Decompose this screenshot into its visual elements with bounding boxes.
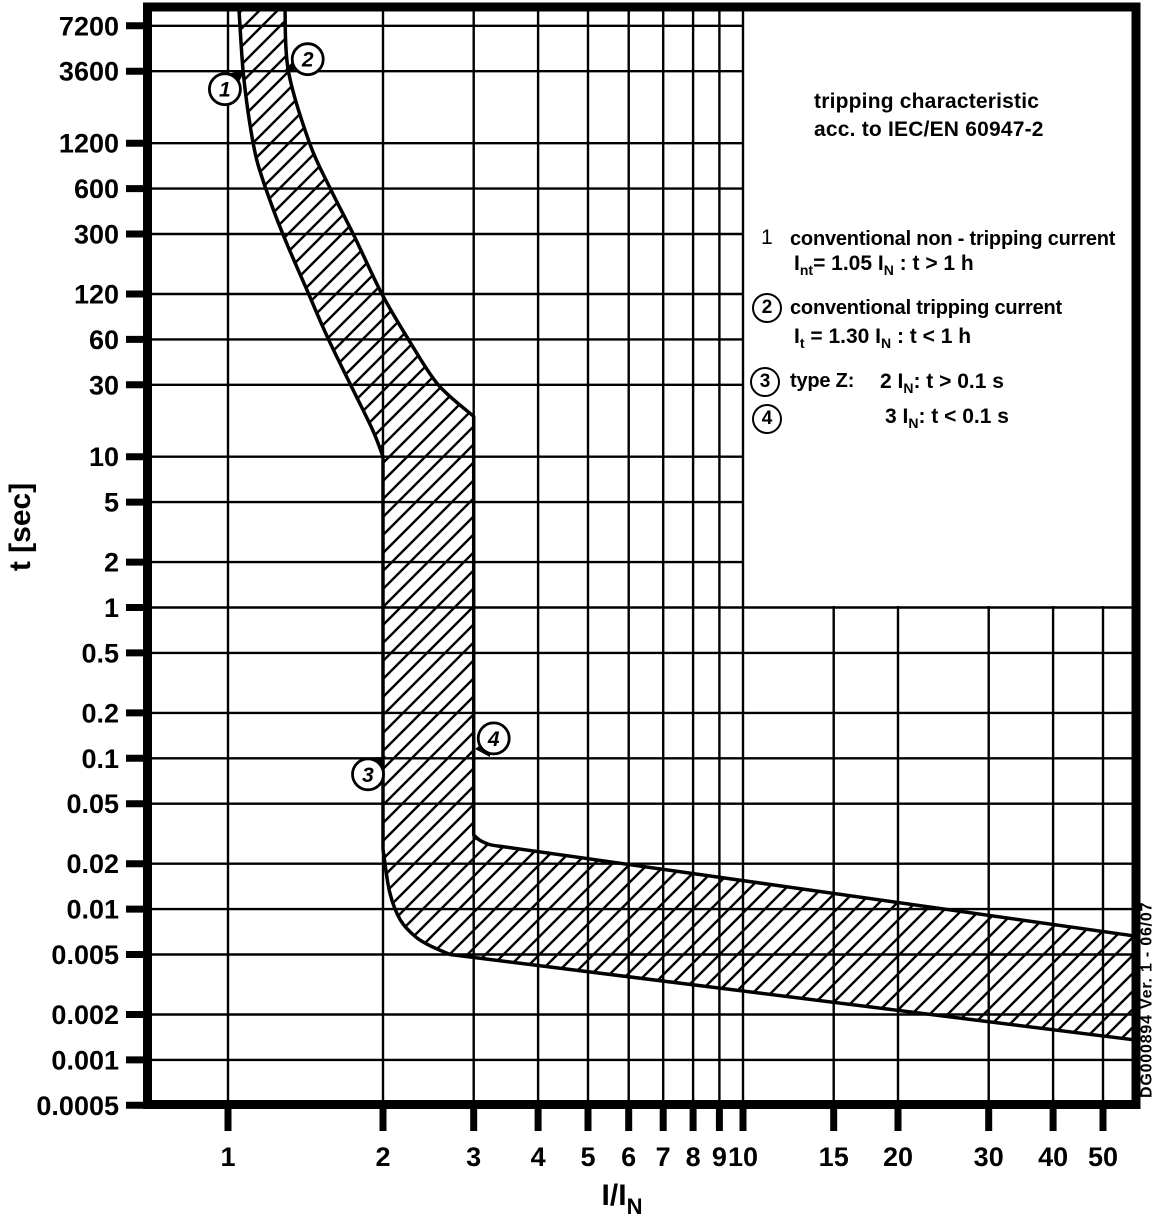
- axes: 7200360012006003001206030105210.50.20.10…: [36, 11, 1118, 1172]
- plot-frame: [143, 2, 1141, 1109]
- y-tick-label-0.2: 0.2: [81, 698, 119, 728]
- x-tick-label-2: 2: [375, 1142, 390, 1172]
- marker-2-circle: [290, 42, 325, 77]
- y-tick-label-5: 5: [104, 488, 119, 518]
- y-tick-label-0.01: 0.01: [66, 895, 119, 925]
- note-line-1: tripping characteristic: [814, 90, 1040, 113]
- x-tick-label-50: 50: [1088, 1142, 1118, 1172]
- y-tick-label-10: 10: [89, 442, 119, 472]
- formula-part: : t < 0.1 s: [918, 405, 1009, 428]
- marker-4-circle: [476, 721, 511, 756]
- y-tick-label-1200: 1200: [59, 129, 119, 159]
- marker-2-number: 2: [301, 49, 314, 72]
- y-tick-label-0.1: 0.1: [81, 744, 119, 774]
- legend-item-3-label: type Z:: [790, 370, 855, 392]
- formula-part: I: [794, 252, 800, 275]
- formula-subscript: N: [881, 335, 892, 352]
- x-tick-label-3: 3: [466, 1142, 481, 1172]
- y-tick-label-120: 120: [74, 280, 119, 310]
- legend-box: tripping characteristic acc. to IEC/EN 6…: [744, 8, 1134, 607]
- y-tick-label-0.002: 0.002: [51, 1000, 119, 1030]
- y-tick-label-0.5: 0.5: [81, 638, 119, 668]
- formula-part: : t < 1 h: [891, 325, 972, 348]
- formula-part: : t > 0.1 s: [913, 370, 1004, 393]
- formula-part: = 1.30 I: [804, 325, 881, 348]
- legend-marker-1: 1: [761, 226, 773, 249]
- marker-1-number: 1: [219, 79, 231, 102]
- y-tick-label-0.05: 0.05: [66, 789, 119, 819]
- legend-item-1-formula: Int= 1.05 IN : t > 1 h: [794, 252, 974, 278]
- formula-subscript: t: [799, 335, 805, 352]
- y-tick-label-30: 30: [89, 370, 119, 400]
- formula-part: = 1.05 I: [813, 252, 884, 275]
- x-tick-label-7: 7: [656, 1142, 671, 1172]
- tripping-band: [237, 6, 1139, 1042]
- formula-subscript: N: [903, 380, 914, 397]
- y-axis-title: t [sec]: [4, 483, 37, 571]
- y-tick-label-300: 300: [74, 220, 119, 250]
- formula-part: I: [794, 325, 800, 348]
- marker-1-circle: [207, 72, 242, 107]
- x-tick-label-15: 15: [819, 1142, 849, 1172]
- x-tick-label-10: 10: [728, 1142, 758, 1172]
- legend-marker-3: 3: [750, 367, 780, 397]
- legend-item-4-formula: 3 IN: t < 0.1 s: [885, 405, 1009, 431]
- note-line-2: acc. to IEC/EN 60947-2: [814, 118, 1044, 141]
- marker-4-number: 4: [487, 728, 500, 751]
- legend-item-2-formula: It = 1.30 IN : t < 1 h: [794, 325, 971, 351]
- y-tick-label-7200: 7200: [59, 11, 119, 41]
- x-tick-label-6: 6: [621, 1142, 636, 1172]
- y-tick-label-0.005: 0.005: [51, 940, 119, 970]
- legend-item-1-label: conventional non - tripping current: [790, 228, 1116, 250]
- x-tick-label-30: 30: [974, 1142, 1004, 1172]
- x-tick-label-20: 20: [883, 1142, 913, 1172]
- y-tick-label-2: 2: [104, 548, 119, 578]
- y-tick-label-0.001: 0.001: [51, 1045, 119, 1075]
- y-tick-label-3600: 3600: [59, 57, 119, 87]
- formula-subscript: nt: [799, 262, 814, 279]
- y-tick-label-0.02: 0.02: [66, 849, 119, 879]
- x-tick-label-8: 8: [686, 1142, 701, 1172]
- marker-3-circle: [351, 757, 385, 792]
- x-tick-label-1: 1: [220, 1142, 235, 1172]
- x-tick-label-4: 4: [531, 1142, 546, 1172]
- legend-item-3-formula: 2 IN: t > 0.1 s: [880, 370, 1004, 396]
- y-tick-label-600: 600: [74, 174, 119, 204]
- y-tick-label-1: 1: [104, 593, 119, 623]
- formula-subscript: N: [883, 262, 894, 279]
- formula-subscript: N: [908, 415, 919, 432]
- y-tick-label-0.0005: 0.0005: [36, 1091, 119, 1121]
- legend-item-2-label: conventional tripping current: [790, 297, 1062, 319]
- chart-note: tripping characteristic acc. to IEC/EN 6…: [814, 88, 1044, 144]
- legend-marker-2: 2: [752, 293, 782, 323]
- x-tick-label-5: 5: [580, 1142, 595, 1172]
- legend-marker-4: 4: [752, 404, 782, 434]
- formula-part: 3 I: [885, 405, 909, 428]
- document-id-watermark: DG000894 Ver. 1 - 06/07: [1139, 902, 1153, 1098]
- x-tick-label-9: 9: [712, 1142, 727, 1172]
- y-tick-label-60: 60: [89, 325, 119, 355]
- x-axis-title: I/IN: [602, 1179, 643, 1219]
- formula-part: 2 I: [880, 370, 904, 393]
- x-tick-label-40: 40: [1038, 1142, 1068, 1172]
- marker-3-number: 3: [362, 764, 374, 787]
- formula-part: : t > 1 h: [893, 252, 974, 275]
